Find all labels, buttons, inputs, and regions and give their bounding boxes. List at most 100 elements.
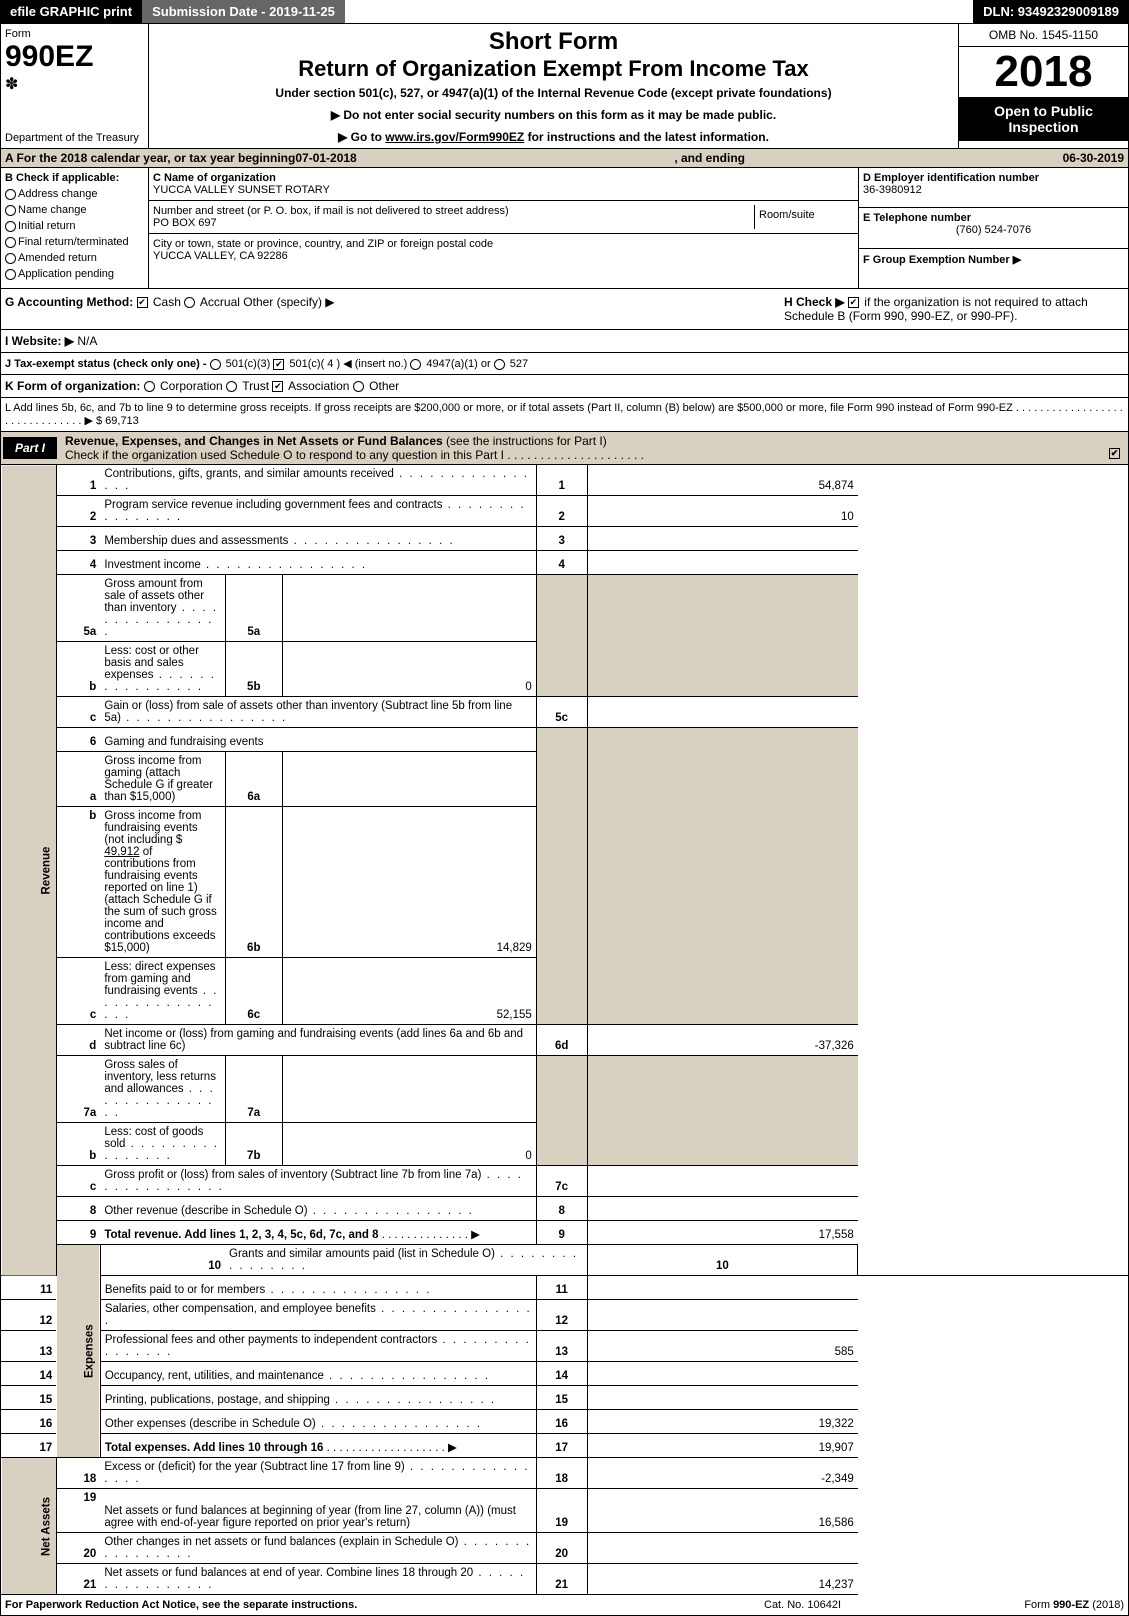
check-schedule-b[interactable] bbox=[848, 297, 859, 308]
j-label: J Tax-exempt status (check only one) - bbox=[5, 358, 207, 370]
line-desc: Grants and similar amounts paid (list in… bbox=[225, 1245, 587, 1276]
sub-amt bbox=[283, 1056, 537, 1123]
f-label: F Group Exemption Number ▶ bbox=[863, 253, 1124, 266]
schedule-b-check: H Check ▶ if the organization is not req… bbox=[784, 295, 1124, 323]
line-num: 21 bbox=[56, 1564, 100, 1595]
line-desc: Excess or (deficit) for the year (Subtra… bbox=[100, 1458, 536, 1489]
line-amt bbox=[587, 1362, 858, 1386]
part1-check[interactable] bbox=[1109, 448, 1120, 459]
line-num: 11 bbox=[1, 1276, 57, 1300]
d-value: 36-3980912 bbox=[863, 184, 1124, 196]
line-num: b bbox=[56, 1123, 100, 1166]
opt-application-pending: Application pending bbox=[18, 268, 114, 280]
line-desc: Contributions, gifts, grants, and simila… bbox=[100, 465, 536, 496]
footer-prefix: Form bbox=[1024, 1599, 1053, 1611]
line-desc: Benefits paid to or for members bbox=[100, 1276, 536, 1300]
line-amt bbox=[587, 1300, 858, 1331]
city-value: YUCCA VALLEY, CA 92286 bbox=[153, 250, 854, 262]
row-l-gross-receipts: L Add lines 5b, 6c, and 7b to line 9 to … bbox=[0, 398, 1129, 432]
l9-text: Total revenue. Add lines 1, 2, 3, 4, 5c,… bbox=[104, 1229, 378, 1241]
line-num: 19 bbox=[56, 1489, 100, 1533]
table-row: 4 Investment income 4 bbox=[1, 551, 1129, 575]
sub-ref: 5a bbox=[225, 575, 283, 642]
table-row: Revenue 1 Contributions, gifts, grants, … bbox=[1, 465, 1129, 496]
check-final-return[interactable]: Final return/terminated bbox=[5, 236, 144, 248]
gray-cell bbox=[587, 575, 858, 697]
table-row: 20 Other changes in net assets or fund b… bbox=[1, 1533, 1129, 1564]
check-501c3[interactable] bbox=[210, 359, 221, 370]
line-amt bbox=[587, 1276, 858, 1300]
check-527[interactable] bbox=[494, 359, 505, 370]
opt-corporation: Corporation bbox=[160, 379, 223, 393]
check-amended-return[interactable]: Amended return bbox=[5, 252, 144, 264]
gray-cell bbox=[587, 1056, 858, 1166]
line-ref: 17 bbox=[536, 1434, 587, 1458]
table-row: 15 Printing, publications, postage, and … bbox=[1, 1386, 1129, 1410]
line-amt: 10 bbox=[587, 496, 858, 527]
c-name: YUCCA VALLEY SUNSET ROTARY bbox=[153, 184, 854, 196]
check-application-pending[interactable]: Application pending bbox=[5, 268, 144, 280]
line-desc: Gross profit or (loss) from sales of inv… bbox=[100, 1166, 536, 1197]
check-501c[interactable] bbox=[273, 359, 284, 370]
line-ref: 9 bbox=[536, 1221, 587, 1245]
goto-note: ▶ Go to www.irs.gov/Form990EZ for instru… bbox=[153, 130, 954, 144]
line-ref: 3 bbox=[536, 527, 587, 551]
table-row: 9 Total revenue. Add lines 1, 2, 3, 4, 5… bbox=[1, 1221, 1129, 1245]
check-association[interactable] bbox=[272, 381, 283, 392]
table-row: 8 Other revenue (describe in Schedule O)… bbox=[1, 1197, 1129, 1221]
footer-form-ref: Form 990-EZ (2018) bbox=[964, 1599, 1124, 1611]
irs-link[interactable]: www.irs.gov/Form990EZ bbox=[385, 130, 524, 144]
row-a-mid: , and ending bbox=[357, 151, 1063, 165]
opt-association: Association bbox=[288, 379, 349, 393]
line-desc: Gross amount from sale of assets other t… bbox=[100, 575, 225, 642]
line-num: 13 bbox=[1, 1331, 57, 1362]
omb-number: OMB No. 1545-1150 bbox=[959, 24, 1128, 47]
efile-button[interactable]: efile GRAPHIC print bbox=[0, 0, 142, 23]
page-footer: For Paperwork Reduction Act Notice, see … bbox=[0, 1595, 1129, 1616]
dln-label: DLN: 93492329009189 bbox=[973, 0, 1129, 23]
check-initial-return[interactable]: Initial return bbox=[5, 220, 144, 232]
row-i-website: I Website: ▶ N/A bbox=[0, 330, 1129, 353]
check-accrual[interactable] bbox=[184, 297, 195, 308]
part1-tag: Part I bbox=[3, 437, 57, 459]
line-desc: Professional fees and other payments to … bbox=[100, 1331, 536, 1362]
line-ref: 20 bbox=[536, 1533, 587, 1564]
line-num: 14 bbox=[1, 1362, 57, 1386]
k-label: K Form of organization: bbox=[5, 379, 140, 393]
check-4947[interactable] bbox=[410, 359, 421, 370]
opt-name-change: Name change bbox=[18, 204, 87, 216]
line-desc: Program service revenue including govern… bbox=[100, 496, 536, 527]
line-num: c bbox=[56, 697, 100, 728]
opt-527: 527 bbox=[510, 358, 528, 370]
line-desc: Other expenses (describe in Schedule O) bbox=[100, 1410, 536, 1434]
line-num: 12 bbox=[1, 1300, 57, 1331]
c-label: C Name of organization bbox=[153, 172, 854, 184]
line-amt: 14,237 bbox=[587, 1564, 858, 1595]
line-desc: Total expenses. Add lines 10 through 16 … bbox=[100, 1434, 536, 1458]
row-a-prefix: A For the 2018 calendar year, or tax yea… bbox=[5, 151, 295, 165]
line-desc: Printing, publications, postage, and shi… bbox=[100, 1386, 536, 1410]
opt-address-change: Address change bbox=[18, 188, 98, 200]
gray-cell bbox=[536, 728, 587, 1025]
line-num: 6 bbox=[56, 728, 100, 752]
line-amt bbox=[587, 1197, 858, 1221]
check-name-change[interactable]: Name change bbox=[5, 204, 144, 216]
check-corporation[interactable] bbox=[144, 381, 155, 392]
org-name-cell: C Name of organization YUCCA VALLEY SUNS… bbox=[149, 168, 858, 201]
line-amt: 16,586 bbox=[587, 1489, 858, 1533]
table-row: 16 Other expenses (describe in Schedule … bbox=[1, 1410, 1129, 1434]
line-desc: Gross income from fundraising events (no… bbox=[100, 807, 225, 958]
i-value: N/A bbox=[77, 334, 97, 348]
line-desc: Gross sales of inventory, less returns a… bbox=[100, 1056, 225, 1123]
check-cash[interactable] bbox=[137, 297, 148, 308]
revenue-side-label: Revenue bbox=[1, 465, 57, 1276]
addr-label: Number and street (or P. O. box, if mail… bbox=[153, 205, 754, 217]
sub-ref: 5b bbox=[225, 642, 283, 697]
row-gh: G Accounting Method: Cash Accrual Other … bbox=[0, 289, 1129, 330]
check-other-org[interactable] bbox=[353, 381, 364, 392]
check-trust[interactable] bbox=[226, 381, 237, 392]
check-address-change[interactable]: Address change bbox=[5, 188, 144, 200]
sub-ref: 7a bbox=[225, 1056, 283, 1123]
line-num: 4 bbox=[56, 551, 100, 575]
phone-cell: E Telephone number (760) 524-7076 bbox=[859, 208, 1128, 248]
